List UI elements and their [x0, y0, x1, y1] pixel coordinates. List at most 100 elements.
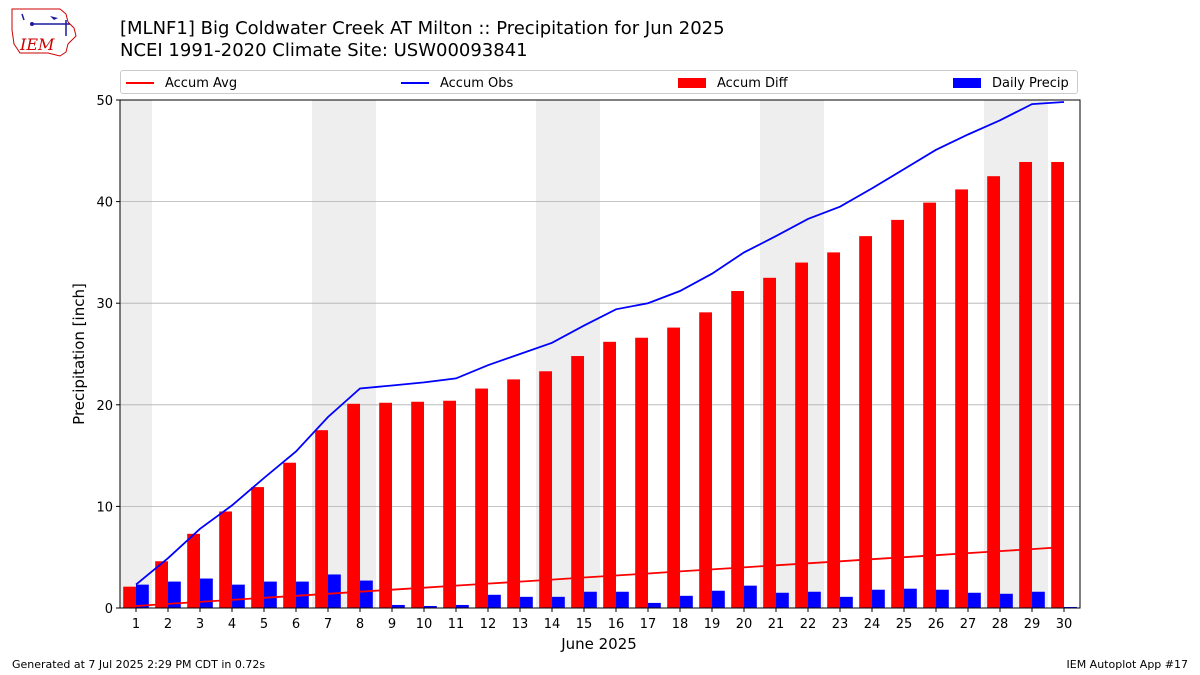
bar-accum-diff — [827, 252, 840, 608]
bar-accum-diff — [667, 327, 680, 608]
bar-accum-diff — [795, 262, 808, 608]
bar-accum-diff — [763, 277, 776, 608]
y-axis-label: Precipitation [inch] — [70, 283, 88, 425]
bar-daily-precip — [936, 589, 949, 608]
bar-accum-diff — [1051, 161, 1064, 608]
bar-accum-diff — [315, 430, 328, 608]
bar-accum-diff — [123, 586, 136, 608]
bar-daily-precip — [648, 602, 661, 608]
bar-accum-diff — [443, 400, 456, 608]
x-tick-label: 18 — [672, 617, 689, 632]
bar-daily-precip — [840, 596, 853, 608]
x-tick-label: 5 — [260, 617, 268, 632]
iem-logo-text: IEM — [19, 35, 55, 54]
bar-daily-precip — [808, 591, 821, 608]
x-tick-label: 27 — [960, 617, 977, 632]
bar-daily-precip — [360, 580, 373, 608]
x-tick-label: 19 — [704, 617, 721, 632]
chart-title-line1: [MLNF1] Big Coldwater Creek AT Milton ::… — [120, 18, 725, 39]
footer-generated: Generated at 7 Jul 2025 2:29 PM CDT in 0… — [12, 658, 266, 671]
bar-daily-precip — [904, 588, 917, 608]
bar-accum-diff — [923, 202, 936, 608]
bar-accum-diff — [475, 388, 488, 608]
y-tick-label: 50 — [96, 94, 113, 109]
legend-swatch-accum-diff — [678, 78, 706, 88]
legend-item-daily-precip: Daily Precip — [953, 74, 1069, 92]
bar-daily-precip — [616, 591, 629, 608]
legend-swatch-daily-precip — [953, 78, 981, 88]
bar-accum-diff — [699, 312, 712, 608]
x-tick-label: 23 — [832, 617, 849, 632]
x-tick-label: 1 — [132, 617, 140, 632]
x-axis-label: June 2025 — [560, 635, 637, 653]
x-tick-label: 3 — [196, 617, 204, 632]
line-accum-obs — [135, 101, 1065, 586]
x-tick-label: 14 — [544, 617, 561, 632]
bar-daily-precip — [296, 581, 309, 608]
legend-item-accum-diff: Accum Diff — [678, 74, 788, 92]
legend-label-accum-avg: Accum Avg — [165, 75, 238, 91]
x-tick-label: 26 — [928, 617, 945, 632]
plot-frame — [119, 99, 1081, 609]
y-tick-label: 40 — [96, 196, 113, 211]
legend-item-accum-obs: Accum Obs — [401, 74, 513, 92]
bar-daily-precip — [744, 585, 757, 608]
chart-legend: Accum Avg Accum Obs Accum Diff Daily Pre… — [120, 70, 1078, 94]
bar-daily-precip — [552, 596, 565, 608]
x-tick-label: 20 — [736, 617, 753, 632]
bar-accum-diff — [539, 371, 552, 608]
x-tick-label: 2 — [164, 617, 172, 632]
x-tick-label: 30 — [1056, 617, 1073, 632]
x-tick-label: 11 — [448, 617, 465, 632]
legend-label-accum-diff: Accum Diff — [717, 75, 788, 91]
x-tick-label: 8 — [356, 617, 364, 632]
bar-daily-precip — [392, 604, 405, 608]
bar-accum-diff — [987, 176, 1000, 608]
legend-swatch-accum-obs — [401, 82, 429, 84]
x-tick-label: 4 — [228, 617, 236, 632]
bar-daily-precip — [456, 604, 469, 608]
bar-daily-precip — [968, 592, 981, 608]
bar-accum-diff — [891, 219, 904, 608]
bar-daily-precip — [872, 589, 885, 608]
bar-accum-diff — [571, 356, 584, 608]
x-tick-label: 12 — [480, 617, 497, 632]
x-tick-label: 7 — [324, 617, 332, 632]
bar-accum-diff — [187, 533, 200, 608]
bar-daily-precip — [1000, 593, 1013, 608]
bar-daily-precip — [424, 605, 437, 608]
y-tick-label: 30 — [96, 297, 113, 312]
bar-accum-diff — [251, 487, 264, 608]
bar-accum-diff — [603, 341, 616, 608]
x-tick-label: 29 — [1024, 617, 1041, 632]
weekend-band — [984, 100, 1048, 608]
x-tick-label: 13 — [512, 617, 529, 632]
bar-daily-precip — [1064, 606, 1077, 608]
iem-logo: IEM — [11, 8, 77, 57]
bar-daily-precip — [712, 590, 725, 608]
x-tick-label: 22 — [800, 617, 817, 632]
y-tick-label: 0 — [105, 602, 113, 617]
x-tick-label: 24 — [864, 617, 881, 632]
bar-daily-precip — [1032, 591, 1045, 608]
bar-accum-diff — [219, 511, 232, 608]
chart-title-line2: NCEI 1991-2020 Climate Site: USW00093841 — [120, 40, 528, 61]
weekend-band — [536, 100, 600, 608]
x-tick-label: 28 — [992, 617, 1009, 632]
bar-accum-diff — [347, 403, 360, 608]
bar-accum-diff — [859, 236, 872, 609]
bar-accum-diff — [1019, 161, 1032, 608]
bar-daily-precip — [584, 591, 597, 608]
bar-daily-precip — [328, 574, 341, 608]
x-tick-label: 25 — [896, 617, 913, 632]
legend-item-accum-avg: Accum Avg — [126, 74, 237, 92]
x-tick-label: 17 — [640, 617, 657, 632]
bar-daily-precip — [232, 584, 245, 608]
bar-daily-precip — [776, 592, 789, 608]
x-tick-label: 21 — [768, 617, 785, 632]
bar-accum-diff — [635, 337, 648, 608]
legend-swatch-accum-avg — [126, 82, 154, 84]
bar-accum-diff — [379, 402, 392, 608]
bar-daily-precip — [136, 584, 149, 608]
